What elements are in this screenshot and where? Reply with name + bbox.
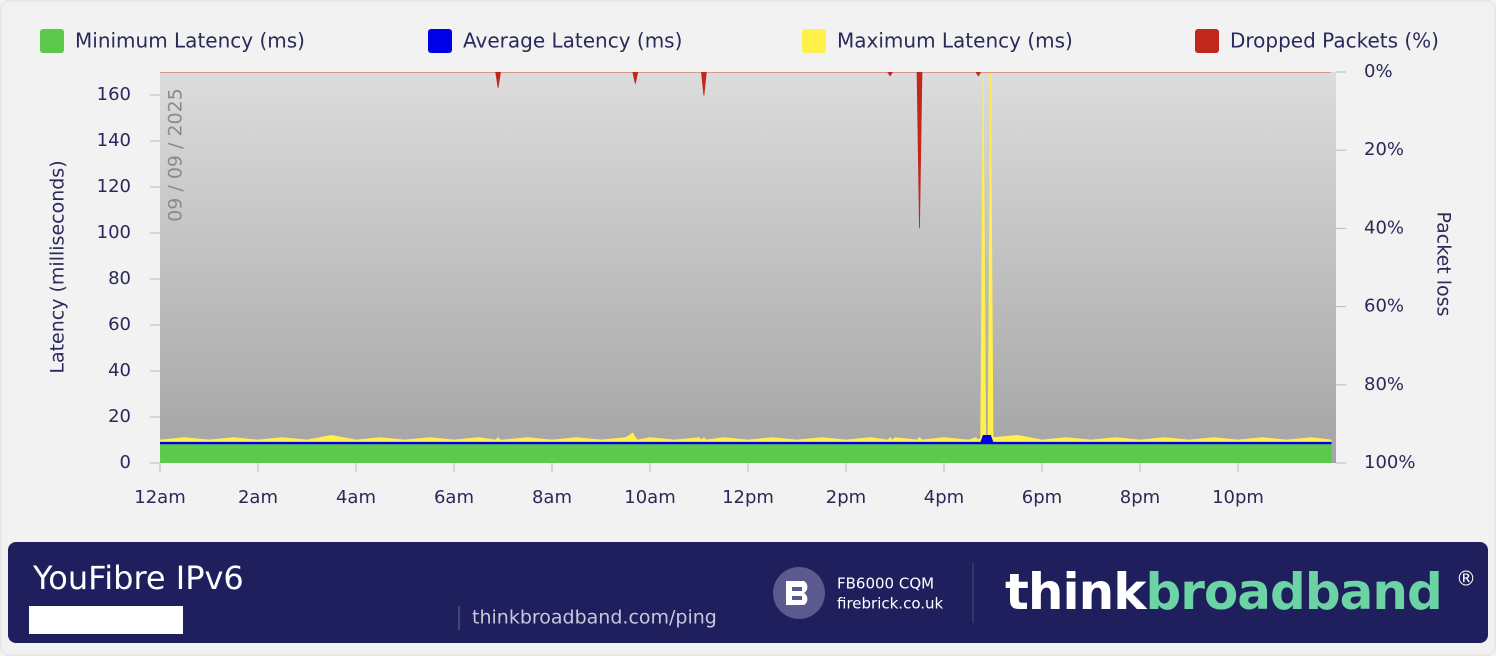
y2-tick-label: 100% <box>1364 452 1415 473</box>
plot-area <box>160 72 1336 463</box>
footer-title: YouFibre IPv6 <box>32 559 244 597</box>
x-tick-label: 8pm <box>1120 487 1160 508</box>
latency-area <box>160 72 1332 463</box>
y-tick-label: 140 <box>97 130 131 151</box>
brand-mark: ® <box>1456 567 1476 591</box>
sponsor-icon <box>786 581 808 605</box>
y-tick-label: 40 <box>108 360 131 381</box>
y2-tick-label: 80% <box>1364 374 1404 395</box>
sponsor-line2: firebrick.co.uk <box>837 595 944 613</box>
footer-url: thinkbroadband.com/ping <box>472 607 717 629</box>
y2-axis-label: Packet loss <box>1433 212 1455 317</box>
x-tick-label: 10pm <box>1212 487 1264 508</box>
latency-area <box>160 444 1332 463</box>
y-tick-label: 120 <box>97 176 131 197</box>
brand-think: think <box>1005 563 1148 621</box>
date-annotation: 09 / 09 / 2025 <box>165 88 187 222</box>
x-tick-label: 8am <box>532 487 572 508</box>
x-tick-label: 12am <box>134 487 185 508</box>
y2-tick-label: 20% <box>1364 139 1404 160</box>
legend-swatch <box>802 29 826 53</box>
legend-label: Maximum Latency (ms) <box>837 29 1073 53</box>
x-tick-label: 2am <box>238 487 278 508</box>
x-tick-label: 6am <box>434 487 474 508</box>
y2-tick-label: 0% <box>1364 61 1393 82</box>
x-tick-label: 2pm <box>826 487 866 508</box>
y-axis-label: Latency (milliseconds) <box>47 160 69 373</box>
plot <box>160 72 1332 463</box>
brand: thinkbroadband <box>1005 563 1442 621</box>
legend-label: Dropped Packets (%) <box>1230 29 1439 53</box>
y-tick-label: 0 <box>120 452 131 473</box>
x-tick-label: 4am <box>336 487 376 508</box>
brand-broadband: broadband <box>1145 563 1441 621</box>
x-tick-label: 4pm <box>924 487 964 508</box>
legend-swatch <box>1195 29 1219 53</box>
x-tick-label: 6pm <box>1022 487 1062 508</box>
footer-panel <box>8 542 1488 643</box>
y2-tick-label: 60% <box>1364 296 1404 317</box>
y-tick-label: 160 <box>97 84 131 105</box>
legend-label: Minimum Latency (ms) <box>75 29 305 53</box>
redacted-box <box>29 606 183 634</box>
legend-label: Average Latency (ms) <box>463 29 682 53</box>
sponsor-line1: FB6000 CQM <box>837 575 934 593</box>
legend-swatch <box>428 29 452 53</box>
y-tick-label: 100 <box>97 222 131 243</box>
y-tick-label: 20 <box>108 406 131 427</box>
y-tick-label: 60 <box>108 314 131 335</box>
legend-swatch <box>40 29 64 53</box>
y-tick-label: 80 <box>108 268 131 289</box>
x-tick-label: 12pm <box>722 487 774 508</box>
x-tick-label: 10am <box>624 487 675 508</box>
y2-tick-label: 40% <box>1364 217 1404 238</box>
